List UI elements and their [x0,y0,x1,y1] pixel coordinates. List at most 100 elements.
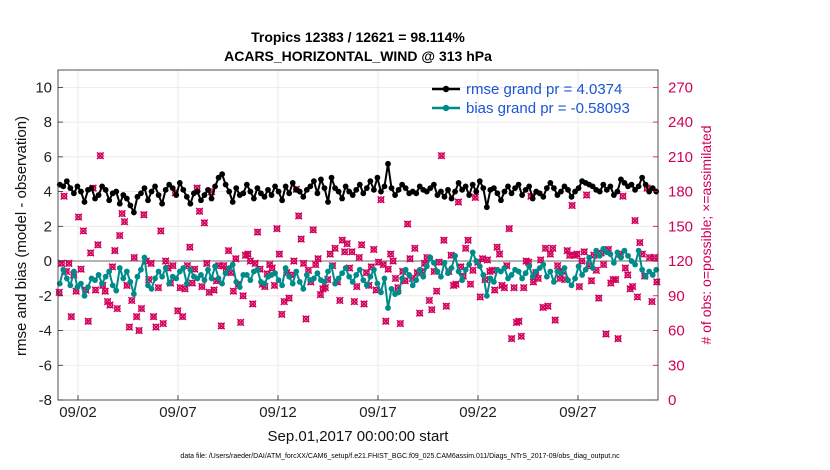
rmse-point [310,178,317,185]
obs-assimilated-stroke [384,265,393,273]
obs-assimilated-stroke [488,266,497,275]
obs-assimilated-marker [369,245,378,254]
bias-point [183,280,190,287]
obs-assimilated-stroke [466,280,475,289]
obs-possible-marker [111,247,119,254]
rmse-point [81,199,88,205]
x-tick-label: 09/07 [159,404,197,421]
obs-possible-marker [573,250,581,258]
rmse-point [205,186,211,193]
obs-assimilated-stroke [149,312,158,321]
obs-assimilated-stroke [619,192,627,201]
rmse-point [183,193,190,200]
rmse-point [378,188,384,195]
obs-possible-marker [636,239,644,246]
rmse-point [261,193,268,200]
bias-point [321,278,328,285]
obs-assimilated-marker [302,315,310,323]
obs-assimilated-stroke [251,259,260,268]
obs-assimilated-stroke [546,250,555,258]
obs-assimilated-marker [389,257,397,265]
obs-possible-marker [355,254,363,261]
bias-point [508,272,515,278]
obs-assimilated-stroke [493,243,501,251]
bias-point [279,282,286,289]
obs-assimilated-marker [582,191,591,199]
obs-possible-marker [351,298,358,305]
obs-possible-marker [225,247,232,254]
obs-assimilated-marker [490,286,499,294]
obs-assimilated-stroke [236,318,245,327]
obs-assimilated-stroke [244,250,252,258]
bias-point [194,275,201,282]
bias-point [99,280,106,287]
obs-assimilated-stroke [471,193,480,202]
obs-assimilated-stroke [297,235,305,243]
rmse-point [78,188,84,195]
rmse-point [67,185,74,192]
obs-assimilated-stroke [106,301,114,309]
rmse-point [462,183,469,190]
obs-assimilated-stroke [510,283,518,292]
rmse-point [74,183,81,190]
obs-assimilated-marker [391,274,400,283]
obs-assimilated-marker [568,201,576,210]
bias-point [134,273,141,280]
obs-possible-marker [196,207,203,215]
bias-point [547,268,554,275]
obs-possible-marker [65,260,73,267]
obs-assimilated-stroke [621,264,630,272]
obs-assimilated-stroke [623,271,632,279]
rmse-point [448,195,455,202]
obs-possible-marker [210,286,218,294]
obs-assimilated-marker [348,247,356,256]
obs-assimilated-stroke [536,256,545,264]
obs-assimilated-stroke [580,247,589,256]
obs-possible-marker [433,287,440,295]
bias-point [367,273,374,280]
obs-assimilated-stroke [239,291,247,300]
obs-assimilated-stroke [231,254,240,263]
bias-point [130,291,137,297]
rmse-point [155,192,162,198]
y-axis-label: rmse and bias (model - observation) [13,116,30,356]
rmse-point [385,160,391,167]
obs-assimilated-marker [239,291,247,300]
obs-assimilated-marker [152,323,160,331]
bias-point [148,285,155,292]
obs-assimilated-marker [217,322,226,330]
obs-assimilated-stroke [611,275,620,284]
obs-assimilated-marker [440,236,448,245]
rmse-point [381,183,388,190]
rmse-point [388,185,395,192]
bias-point [455,268,462,275]
rmse-point [427,185,434,192]
obs-assimilated-stroke [386,250,395,258]
obs-possible-marker [629,283,636,290]
obs-assimilated-marker [461,244,470,253]
obs-assimilated-marker [125,323,134,331]
obs-assimilated-stroke [248,300,257,308]
obs-assimilated-stroke [352,282,361,291]
obs-assimilated-stroke [418,267,426,276]
obs-possible-marker [622,264,629,272]
obs-assimilated-stroke [135,326,143,335]
obs-assimilated-marker [149,312,158,321]
obs-possible-marker [331,245,339,252]
obs-assimilated-marker [275,250,284,258]
rmse-point [430,181,437,188]
x-tick-label: 09/12 [259,404,297,421]
obs-possible-marker [338,236,346,244]
rmse-point [229,199,236,205]
y2-tick-label: 0 [668,392,676,409]
obs-assimilated-marker [309,225,318,234]
bias-point [586,254,593,261]
obs-possible-marker [380,261,387,268]
obs-assimilated-stroke [432,287,441,295]
rmse-point [307,183,314,190]
obs-assimilated-stroke [77,265,85,273]
obs-assimilated-marker [355,253,364,262]
obs-possible-marker [619,192,627,200]
obs-assimilated-stroke [290,257,298,265]
bias-point [561,265,568,271]
